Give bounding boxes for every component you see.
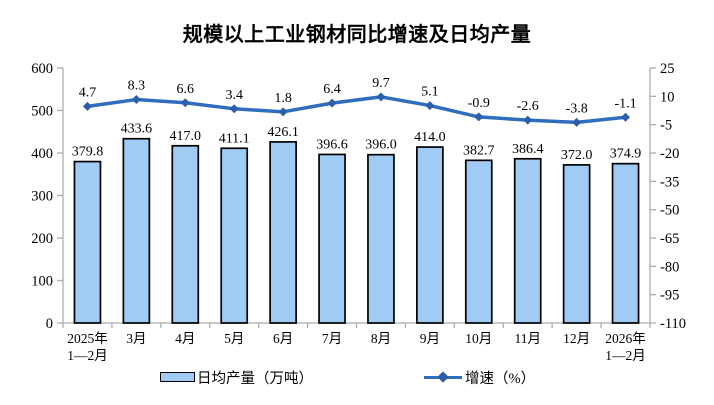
line-value-label: -3.8 bbox=[566, 101, 588, 116]
line-marker bbox=[572, 117, 582, 127]
bar-value-label: 374.9 bbox=[610, 147, 642, 162]
line-value-label: 6.4 bbox=[323, 82, 341, 97]
bar-value-label: 386.4 bbox=[512, 142, 544, 157]
bar-value-label: 433.6 bbox=[121, 122, 153, 137]
x-axis-label: 2025年 1—2月 bbox=[67, 331, 108, 363]
bar bbox=[318, 153, 346, 324]
left-axis-tick-label: 300 bbox=[31, 189, 53, 205]
left-axis-tick-label: 400 bbox=[31, 146, 53, 162]
bar-value-label: 372.0 bbox=[561, 148, 593, 163]
bar bbox=[220, 147, 249, 324]
right-axis-tick-label: -50 bbox=[660, 203, 679, 219]
diamond-marker-icon bbox=[437, 371, 449, 383]
chart-title: 规模以上工业钢材同比增速及日均产量 bbox=[182, 24, 532, 46]
right-axis-tick-label: -95 bbox=[660, 288, 679, 304]
bar-value-label: 417.0 bbox=[170, 129, 202, 144]
legend-item-daily-output: 日均产量（万吨） bbox=[160, 367, 313, 387]
line-value-label: -1.1 bbox=[614, 96, 636, 111]
growth-line bbox=[85, 95, 628, 125]
bar bbox=[367, 153, 395, 324]
x-axis-label: 3月 bbox=[126, 331, 146, 346]
bar bbox=[122, 137, 151, 324]
line-value-label: 4.7 bbox=[79, 85, 97, 100]
x-axis-label: 4月 bbox=[175, 331, 195, 346]
left-axis-tick-label: 0 bbox=[46, 316, 53, 332]
line-marker bbox=[425, 101, 435, 111]
line-value-label: 9.7 bbox=[372, 76, 390, 91]
bar-value-label: 411.1 bbox=[219, 131, 250, 146]
bar bbox=[562, 164, 591, 324]
line-marker bbox=[180, 98, 190, 108]
bar bbox=[611, 162, 640, 324]
line-value-label: 5.1 bbox=[421, 85, 439, 100]
line-value-label: 8.3 bbox=[128, 79, 146, 94]
right-axis-tick-label: -35 bbox=[660, 174, 679, 190]
bar-swatch-icon bbox=[160, 372, 195, 382]
line-marker bbox=[621, 112, 631, 122]
line-marker bbox=[474, 112, 484, 122]
x-axis-label: 5月 bbox=[224, 331, 244, 346]
x-axis-label: 9月 bbox=[420, 331, 440, 346]
bar bbox=[269, 141, 297, 324]
right-axis-tick-label: -110 bbox=[660, 316, 686, 332]
line-marker bbox=[82, 101, 92, 111]
bar-value-label: 426.1 bbox=[267, 125, 299, 140]
legend-label-growth: 增速（%） bbox=[465, 370, 536, 387]
x-axis-label: 12月 bbox=[563, 331, 590, 346]
right-axis-tick-label: 25 bbox=[660, 61, 675, 77]
left-axis-tick-label: 500 bbox=[31, 104, 53, 120]
line-marker bbox=[523, 115, 533, 125]
legend-label-daily-output: 日均产量（万吨） bbox=[197, 370, 313, 387]
bar-value-label: 382.7 bbox=[463, 143, 495, 158]
legend-item-growth: 增速（%） bbox=[424, 367, 535, 387]
x-axis-label: 7月 bbox=[322, 331, 342, 346]
bar bbox=[464, 159, 493, 324]
bar-value-label: 379.8 bbox=[72, 145, 104, 160]
line-marker bbox=[278, 107, 288, 117]
x-axis-label: 11月 bbox=[514, 331, 541, 346]
line-marker bbox=[229, 104, 239, 114]
bar bbox=[73, 160, 102, 324]
right-axis-tick-label: -5 bbox=[660, 118, 672, 134]
line-value-label: -0.9 bbox=[468, 96, 490, 111]
line-swatch-icon bbox=[424, 371, 462, 383]
bar bbox=[513, 157, 542, 324]
line-marker bbox=[131, 95, 141, 105]
line-value-label: 1.8 bbox=[274, 91, 292, 106]
right-axis-tick-label: -65 bbox=[660, 231, 679, 247]
line-value-label: 3.4 bbox=[225, 88, 243, 103]
line-marker bbox=[327, 98, 337, 108]
bar-value-label: 396.6 bbox=[316, 137, 348, 152]
left-axis-tick-label: 100 bbox=[31, 274, 53, 290]
line-value-label: 6.6 bbox=[177, 82, 195, 97]
left-axis-tick-label: 200 bbox=[31, 231, 53, 247]
line-value-label: -2.6 bbox=[517, 99, 539, 114]
bar bbox=[171, 144, 200, 324]
legend: 日均产量（万吨） 增速（%） bbox=[0, 367, 714, 391]
right-axis-tick-label: -20 bbox=[660, 146, 679, 162]
line-marker bbox=[376, 92, 386, 102]
bar-value-label: 396.0 bbox=[365, 138, 397, 153]
x-axis-label: 10月 bbox=[465, 331, 492, 346]
right-axis-tick-label: 10 bbox=[660, 89, 675, 105]
x-axis-label: 6月 bbox=[273, 331, 293, 346]
x-axis-label: 8月 bbox=[371, 331, 391, 346]
left-axis-tick-label: 600 bbox=[31, 61, 53, 77]
bar-value-label: 414.0 bbox=[414, 130, 446, 145]
x-axis-label: 2026年 1—2月 bbox=[605, 331, 646, 363]
right-axis-tick-label: -80 bbox=[660, 259, 679, 275]
bar bbox=[416, 146, 444, 324]
